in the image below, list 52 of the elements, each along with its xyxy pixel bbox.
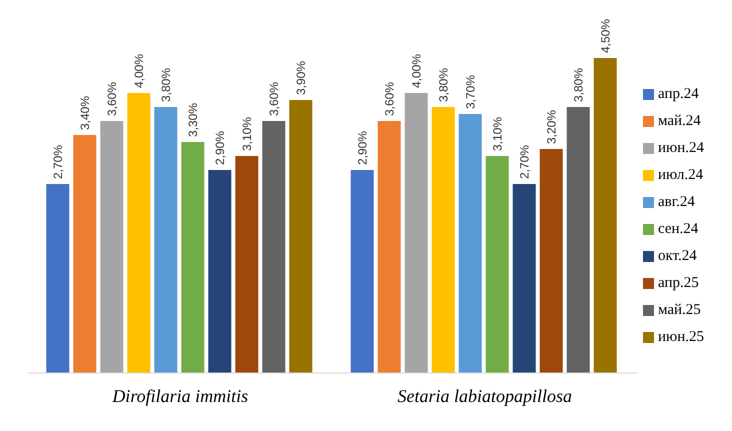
bar bbox=[73, 135, 96, 373]
bar bbox=[512, 184, 536, 373]
data-label: 3,90% bbox=[294, 60, 308, 95]
data-label: 3,10% bbox=[490, 116, 504, 151]
bar bbox=[154, 107, 178, 373]
bar bbox=[404, 93, 428, 373]
data-label: 4,00% bbox=[132, 54, 146, 88]
bar bbox=[594, 58, 617, 373]
data-label: 2,90% bbox=[355, 130, 370, 165]
bar bbox=[432, 107, 455, 373]
x-tick-label: Dirofilaria immitis bbox=[111, 386, 248, 406]
x-tick-label: Setaria labiatopapillosa bbox=[397, 386, 572, 406]
legend-label: июн.25 bbox=[658, 328, 704, 344]
legend-label: апр.24 bbox=[658, 86, 699, 102]
bar bbox=[378, 121, 401, 373]
legend-label: апр.25 bbox=[658, 274, 699, 290]
bar bbox=[46, 184, 70, 373]
data-label: 2,70% bbox=[50, 144, 65, 179]
legend-label: май.25 bbox=[658, 302, 701, 318]
data-label: 3,40% bbox=[78, 96, 92, 130]
legend-label: авг.24 bbox=[658, 194, 695, 210]
bar bbox=[289, 100, 312, 373]
data-label: 3,80% bbox=[571, 68, 586, 102]
data-label: 3,80% bbox=[436, 68, 450, 102]
legend-label: окт.24 bbox=[658, 248, 697, 264]
data-label: 3,30% bbox=[186, 102, 200, 137]
bar bbox=[100, 121, 124, 373]
data-label: 3,60% bbox=[266, 82, 281, 116]
data-label: 3,70% bbox=[463, 74, 478, 109]
data-label: 3,60% bbox=[104, 82, 119, 116]
bar bbox=[566, 107, 590, 373]
legend-label: июл.24 bbox=[658, 166, 704, 182]
bar bbox=[262, 121, 286, 373]
bar bbox=[208, 170, 232, 373]
data-label: 4,50% bbox=[598, 18, 612, 53]
legend-label: сен.24 bbox=[658, 220, 698, 236]
legend-label: май.24 bbox=[658, 112, 701, 128]
bar bbox=[127, 93, 150, 373]
data-label: 2,90% bbox=[212, 130, 227, 165]
data-label: 3,10% bbox=[240, 116, 254, 151]
data-label: 3,80% bbox=[158, 68, 173, 102]
bar bbox=[458, 114, 482, 373]
legend-label: июн.24 bbox=[658, 140, 704, 156]
bar bbox=[540, 149, 563, 373]
bar bbox=[486, 156, 509, 373]
bar bbox=[350, 170, 374, 373]
bar bbox=[235, 156, 258, 373]
bar bbox=[181, 142, 204, 373]
data-label: 3,20% bbox=[544, 110, 558, 144]
data-label: 4,00% bbox=[409, 54, 424, 88]
data-label: 2,70% bbox=[517, 144, 532, 179]
data-label: 3,60% bbox=[382, 82, 396, 116]
